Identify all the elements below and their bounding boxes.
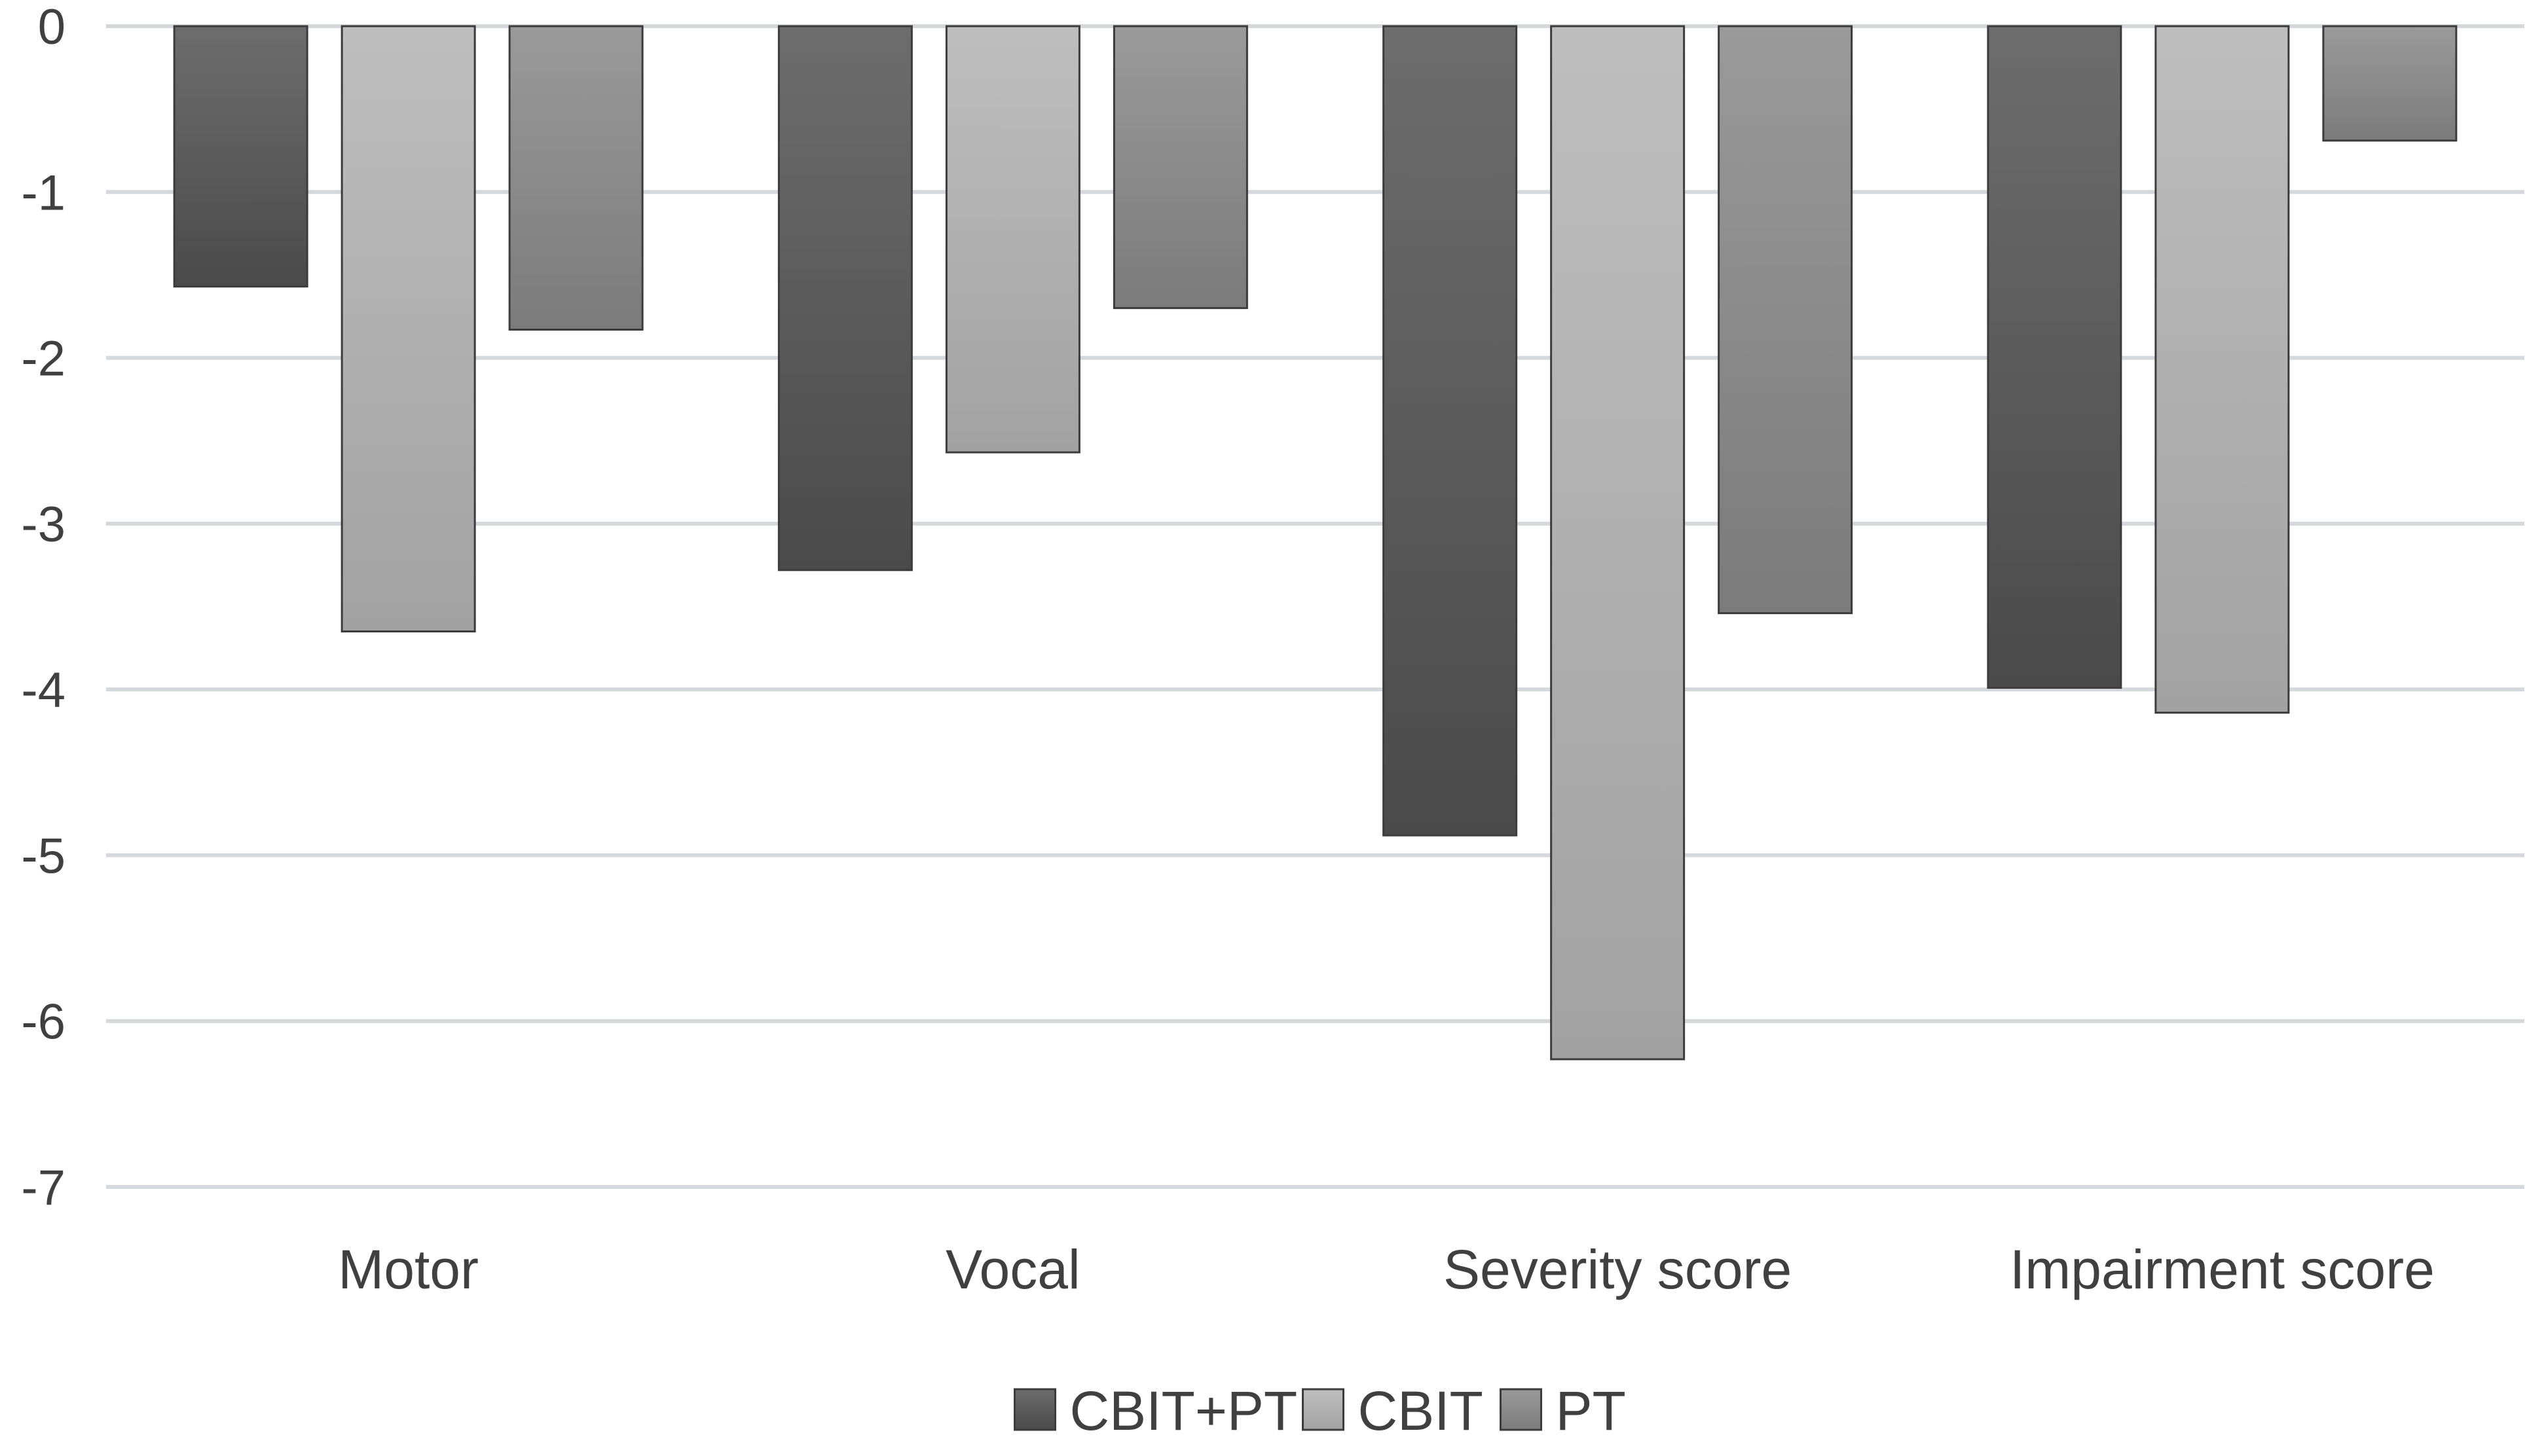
bar-pt-vocal xyxy=(1113,25,1248,310)
y-tick-label: -6 xyxy=(21,994,65,1050)
x-category-label: Vocal xyxy=(946,1239,1080,1300)
legend-swatch xyxy=(1500,1388,1542,1431)
legend-label: CBIT xyxy=(1358,1380,1483,1442)
legend: CBIT+PT CBIT PT xyxy=(1014,1380,1626,1442)
bars xyxy=(173,25,2458,1061)
bar-cbit-impairment-score xyxy=(2154,25,2290,714)
x-axis-category-labels: Motor Vocal Severity score Impairment score xyxy=(338,1239,2435,1300)
y-tick-label: -2 xyxy=(21,331,65,387)
bar-cbit-pt-vocal xyxy=(777,25,913,572)
bar-cbit-vocal xyxy=(945,25,1080,454)
bar-pt-motor xyxy=(508,25,644,331)
bar-cbit-pt-motor xyxy=(173,25,308,288)
y-tick-label: -1 xyxy=(21,165,65,221)
legend-swatch xyxy=(1302,1388,1344,1431)
x-category-label: Severity score xyxy=(1443,1239,1792,1300)
bar-cbit-pt-severity-score xyxy=(1382,25,1518,837)
legend-label: CBIT+PT xyxy=(1070,1380,1298,1442)
x-category-label: Motor xyxy=(338,1239,479,1300)
bar-cbit-pt-impairment-score xyxy=(1987,25,2122,689)
bar-cbit-severity-score xyxy=(1550,25,1686,1061)
y-tick-label: -4 xyxy=(21,663,65,718)
y-tick-label: 0 xyxy=(38,0,65,55)
y-tick-label: -7 xyxy=(21,1160,65,1216)
bar-cbit-motor xyxy=(341,25,476,632)
y-tick-label: -3 xyxy=(21,497,65,553)
y-tick-label: -5 xyxy=(21,828,65,884)
bar-pt-severity-score xyxy=(1718,25,1853,615)
legend-label: PT xyxy=(1556,1380,1626,1442)
bar-pt-impairment-score xyxy=(2322,25,2458,142)
legend-swatch xyxy=(1014,1388,1056,1431)
y-axis-tick-labels: 0 -1 -2 -3 -4 -5 -6 -7 xyxy=(21,0,65,1216)
x-category-label: Impairment score xyxy=(2010,1239,2435,1300)
